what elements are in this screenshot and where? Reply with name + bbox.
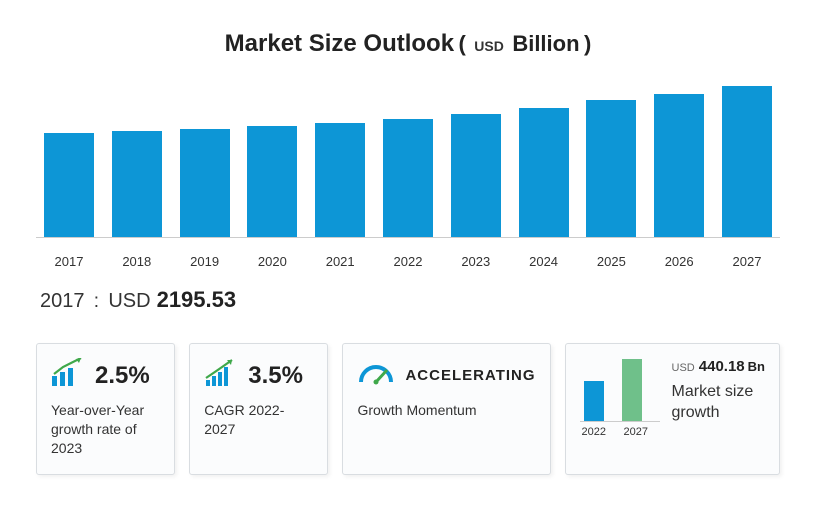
chart-title: Market Size Outlook — [225, 30, 454, 57]
growth-unit: Bn — [748, 359, 765, 374]
bar — [451, 114, 501, 238]
x-axis-label: 2023 — [451, 254, 501, 269]
x-axis-label: 2020 — [247, 254, 297, 269]
bar — [654, 94, 704, 238]
mini-bar — [584, 381, 604, 421]
chart-baseline — [36, 237, 780, 238]
yoy-value: 2.5% — [95, 362, 150, 390]
x-axis-label: 2017 — [44, 254, 94, 269]
bar — [112, 131, 162, 238]
mini-bar — [622, 359, 642, 421]
x-axis-label: 2025 — [586, 254, 636, 269]
base-year-value-line: 2017 : USD 2195.53 — [40, 287, 780, 313]
bar — [519, 108, 569, 238]
metric-cards-row: 2.5% Year-over-Year growth rate of 2023 … — [36, 343, 780, 475]
bar — [722, 86, 772, 238]
bar — [44, 133, 94, 238]
rising-bars-arrow-icon — [204, 358, 238, 393]
chart-title-row: Market Size Outlook ( USD Billion ) — [36, 30, 780, 58]
title-paren-close: ) — [584, 31, 591, 56]
x-axis-label: 2021 — [315, 254, 365, 269]
card-growth-momentum: ACCELERATING Growth Momentum — [342, 343, 550, 475]
growth-badge: USD 440.18Bn — [672, 358, 765, 375]
title-usd: USD — [474, 38, 504, 54]
bar — [383, 119, 433, 238]
x-axis-label: 2022 — [383, 254, 433, 269]
title-paren-open: ( — [459, 31, 466, 56]
value-separator: : — [89, 291, 105, 312]
bar-chart — [36, 78, 780, 238]
card-yoy-growth: 2.5% Year-over-Year growth rate of 2023 — [36, 343, 175, 475]
card-market-size-growth: 2022 2027 USD 440.18Bn Market size growth — [565, 343, 780, 475]
mini-bars — [580, 358, 660, 422]
base-year: 2017 — [40, 290, 85, 312]
title-unit: Billion — [512, 31, 579, 56]
mini-x-label: 2027 — [624, 426, 648, 438]
gauge-icon — [357, 358, 395, 393]
bar-up-arrow-icon — [51, 358, 85, 393]
x-axis-label: 2019 — [180, 254, 230, 269]
mini-x-label: 2022 — [582, 426, 606, 438]
x-axis-label: 2024 — [519, 254, 569, 269]
bar — [315, 123, 365, 238]
mini-bar-chart: 2022 2027 — [580, 358, 660, 438]
infographic-container: Market Size Outlook ( USD Billion ) 2017… — [0, 0, 816, 495]
base-amount: 2195.53 — [157, 287, 237, 312]
card-cagr: 3.5% CAGR 2022-2027 — [189, 343, 328, 475]
x-axis-label: 2018 — [112, 254, 162, 269]
base-currency: USD — [108, 290, 150, 312]
bar — [180, 129, 230, 238]
growth-value: 440.18 — [699, 358, 745, 375]
bar-series — [36, 78, 780, 238]
mini-x-axis: 2022 2027 — [580, 426, 660, 438]
momentum-value: ACCELERATING — [405, 367, 535, 384]
cagr-value: 3.5% — [248, 362, 303, 390]
x-axis-label: 2026 — [654, 254, 704, 269]
bar — [586, 100, 636, 238]
growth-currency: USD — [672, 362, 695, 374]
cagr-label: CAGR 2022-2027 — [204, 401, 313, 439]
bar — [247, 126, 297, 238]
growth-label: Market size growth — [672, 382, 765, 424]
momentum-label: Growth Momentum — [357, 401, 535, 420]
x-axis-label: 2027 — [722, 254, 772, 269]
x-axis: 2017 2018 2019 2020 2021 2022 2023 2024 2025 2026… — [36, 246, 780, 269]
yoy-label: Year-over-Year growth rate of 2023 — [51, 401, 160, 458]
